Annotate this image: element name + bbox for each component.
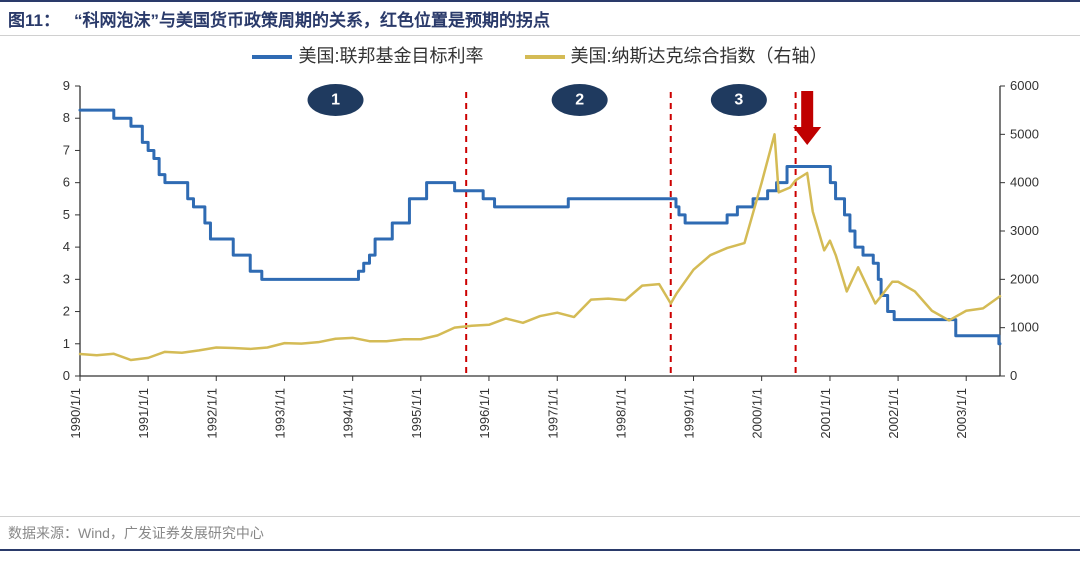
footer-value: Wind，广发证券发展研究中心 [78,525,264,541]
svg-text:3: 3 [734,92,743,109]
chart-area: 美国:联邦基金目标利率 美国:纳斯达克综合指数（右轴） 0 1 2 3 4 5 6 7 8 9 0 1… [0,36,1080,516]
svg-text:5000: 5000 [1010,126,1039,141]
svg-text:3000: 3000 [1010,223,1039,238]
footer-label: 数据来源： [8,525,78,541]
footer: 数据来源：Wind，广发证券发展研究中心 [0,516,1080,551]
svg-text:1998/1/1: 1998/1/1 [613,388,628,439]
svg-text:2002/1/1: 2002/1/1 [886,388,901,439]
svg-text:9: 9 [63,78,70,93]
chart-svg: 0 1 2 3 4 5 6 7 8 9 0 1000 2000 3000 4000 5000 6000 1990/… [0,36,1080,476]
legend-item-2: 美国:纳斯达克综合指数（右轴） [525,46,828,66]
svg-text:1996/1/1: 1996/1/1 [477,388,492,439]
svg-text:1995/1/1: 1995/1/1 [409,388,424,439]
legend: 美国:联邦基金目标利率 美国:纳斯达克综合指数（右轴） [0,42,1080,68]
svg-text:3: 3 [63,271,70,286]
figure-container: 图11： “科网泡沫”与美国货币政策周期的关系，红色位置是预期的拐点 美国:联邦基… [0,0,1080,562]
svg-text:4000: 4000 [1010,175,1039,190]
figure-title: “科网泡沫”与美国货币政策周期的关系，红色位置是预期的拐点 [74,11,550,30]
svg-text:1999/1/1: 1999/1/1 [682,388,697,439]
svg-text:8: 8 [63,110,70,125]
svg-text:6000: 6000 [1010,78,1039,93]
svg-text:1992/1/1: 1992/1/1 [204,388,219,439]
svg-text:1: 1 [63,336,70,351]
legend-swatch-2 [525,55,565,59]
svg-text:1990/1/1: 1990/1/1 [68,388,83,439]
svg-text:0: 0 [63,368,70,383]
svg-text:2003/1/1: 2003/1/1 [954,388,969,439]
svg-text:1994/1/1: 1994/1/1 [341,388,356,439]
svg-text:1997/1/1: 1997/1/1 [545,388,560,439]
svg-text:2: 2 [575,92,584,109]
legend-swatch-1 [252,55,292,59]
svg-text:1993/1/1: 1993/1/1 [273,388,288,439]
svg-text:1000: 1000 [1010,320,1039,335]
legend-label-2: 美国:纳斯达克综合指数（右轴） [571,46,828,66]
svg-text:2000: 2000 [1010,271,1039,286]
svg-text:2000/1/1: 2000/1/1 [750,388,765,439]
svg-text:7: 7 [63,142,70,157]
legend-item-1: 美国:联邦基金目标利率 [252,46,488,66]
svg-text:5: 5 [63,207,70,222]
svg-text:2001/1/1: 2001/1/1 [818,388,833,439]
svg-text:6: 6 [63,175,70,190]
legend-label-1: 美国:联邦基金目标利率 [298,46,483,66]
svg-text:1991/1/1: 1991/1/1 [136,388,151,439]
figure-number: 图11： [8,11,60,30]
svg-text:4: 4 [63,239,70,254]
title-bar: 图11： “科网泡沫”与美国货币政策周期的关系，红色位置是预期的拐点 [0,0,1080,36]
svg-text:2: 2 [63,304,70,319]
svg-text:1: 1 [331,92,340,109]
svg-text:0: 0 [1010,368,1017,383]
